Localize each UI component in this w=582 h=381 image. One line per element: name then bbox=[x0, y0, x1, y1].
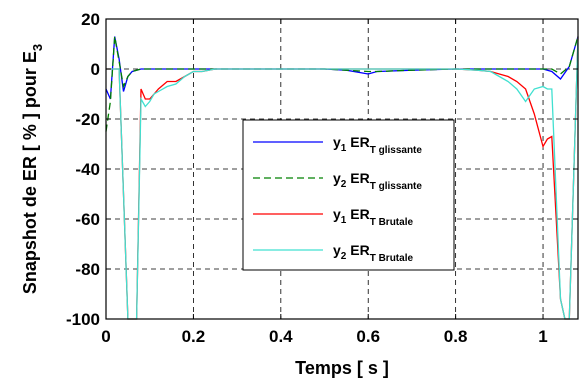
legend-label-1: y1 ERT glissante bbox=[333, 134, 422, 156]
series-line-4 bbox=[106, 36, 579, 320]
y-tick-label: -60 bbox=[75, 210, 100, 229]
x-axis-label: Temps [ s ] bbox=[295, 358, 389, 378]
x-tick-label: 0.2 bbox=[182, 327, 206, 346]
x-tick-label: 0 bbox=[101, 327, 110, 346]
x-tick-label: 0.6 bbox=[356, 327, 380, 346]
legend-label-3: y1 ERT Brutale bbox=[333, 206, 413, 228]
y-tick-label: -80 bbox=[75, 260, 100, 279]
series-line-1 bbox=[105, 36, 579, 100]
y-axis-label-main: Snapshot de ER [ % ] pour E bbox=[20, 51, 40, 294]
y-tick-label: 20 bbox=[81, 10, 100, 29]
x-axis-ticks: 0 0.2 0.4 0.6 0.8 1 bbox=[101, 19, 548, 346]
series-lines bbox=[105, 36, 579, 320]
legend-label-4: y2 ERT Brutale bbox=[333, 242, 413, 264]
y-tick-label: -20 bbox=[75, 110, 100, 129]
x-tick-label: 0.4 bbox=[269, 327, 293, 346]
y-axis-ticks: -100 -80 -60 -40 -20 0 20 bbox=[66, 10, 578, 329]
y-tick-label: 0 bbox=[91, 60, 100, 79]
legend: y1 ERT glissante y2 ERT glissante y1 ERT B… bbox=[242, 119, 455, 271]
y-axis-label: Snapshot de ER [ % ] pour E3 bbox=[20, 44, 45, 294]
x-tick-label: 0.8 bbox=[444, 327, 468, 346]
x-tick-label: 1 bbox=[538, 327, 547, 346]
y-tick-label: -100 bbox=[66, 310, 100, 329]
legend-label-2: y2 ERT glissante bbox=[333, 170, 422, 192]
y-axis-label-sub: 3 bbox=[30, 44, 45, 51]
legend-box bbox=[242, 119, 455, 271]
y-tick-label: -40 bbox=[75, 160, 100, 179]
